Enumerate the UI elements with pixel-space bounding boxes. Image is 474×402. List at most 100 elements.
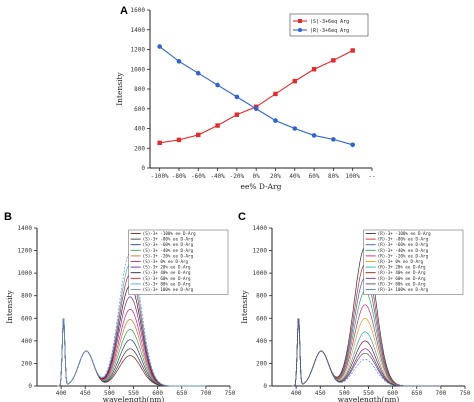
data-point-a-r [311, 133, 317, 138]
y-tick-label-b: 600 [21, 315, 32, 322]
legend-label-b: (S)-3+ 80% ee D-Arg [143, 281, 191, 286]
legend-label-b: (S)-3+ -40% ee D-Arg [143, 248, 194, 253]
y-tick-label-a: 800 [134, 86, 145, 93]
x-tick-label-b: 600 [152, 390, 163, 397]
series-line-a-0 [159, 49, 353, 144]
x-tick-label-a: 60% [309, 173, 320, 180]
x-tick-label-c: 700 [435, 390, 446, 397]
data-point-a-r [292, 126, 298, 131]
y-tick-label-a: 1200 [131, 47, 146, 54]
legend-marker-a [298, 28, 302, 32]
data-point-a-r [331, 137, 336, 142]
data-point-a-r [253, 106, 259, 112]
y-tick-label-b: 1200 [18, 248, 33, 255]
x-tick-label-a: 20% [270, 173, 281, 180]
spectrum-line-b-0 [57, 318, 206, 387]
x-tick-label-a: 80% [328, 173, 339, 180]
legend-label-b: (S)-3+ 100% ee D-Arg [143, 287, 194, 292]
legend-box-b [128, 229, 229, 295]
y-tick-label-b: 0 [28, 383, 32, 390]
data-point-a-r [350, 142, 355, 148]
legend-label-b: (S)-3+ 20% ee D-Arg [143, 265, 191, 270]
y-tick-label-c: 600 [256, 315, 267, 322]
x-tick-label-a: -80% [172, 173, 187, 180]
x-tick-label-c: 400 [291, 390, 302, 397]
x-tick-label-b: 500 [104, 390, 115, 397]
x-tick-label-b: 550 [128, 390, 139, 397]
legend-label-b: (S)-3+ -60% ee D-Arg [143, 242, 194, 247]
spectrum-line-b-2 [57, 318, 206, 387]
data-point-a-r [215, 82, 220, 88]
y-tick-label-c: 0 [263, 383, 267, 390]
y-tick-label-c: 1400 [253, 225, 268, 232]
data-point-a-s [311, 67, 317, 72]
data-point-a-s [176, 137, 182, 143]
spectrum-line-c-7 [292, 318, 441, 387]
legend-marker-a [298, 19, 302, 23]
data-point-a-s [350, 48, 355, 53]
y-tick-label-b: 1000 [18, 270, 33, 277]
spectrum-line-c-5 [292, 318, 441, 387]
data-point-a-s [234, 112, 240, 117]
spectrum-line-c-9 [292, 318, 441, 387]
legend-label-b: (S)-3+ -100% ee D-Arg [143, 231, 196, 236]
x-tick-label-b: 450 [80, 390, 91, 397]
data-point-a-r [195, 70, 201, 76]
y-tick-label-a: 1000 [131, 66, 146, 73]
x-tick-label-c: 600 [387, 390, 398, 397]
x-tick-label-a: -40% [210, 173, 225, 180]
y-tick-label-c: 1200 [253, 248, 268, 255]
y-tick-label-a: 400 [134, 126, 145, 133]
y-tick-label-c: 400 [256, 338, 267, 345]
spectrum-line-b-1 [57, 318, 206, 387]
legend-label-c: (R)-3+ -20% ee D-Arg [378, 253, 429, 258]
legend-label-c: (R)-3+ -60% ee D-Arg [378, 242, 429, 247]
x-tick-label-b: 750 [225, 390, 236, 397]
data-point-a-r [273, 118, 278, 123]
x-tick-label-c: 750 [460, 390, 471, 397]
y-tick-label-c: 800 [256, 293, 267, 300]
legend-label-a: (R)-3+6eq Arg [310, 28, 349, 34]
legend-box-a [289, 13, 369, 37]
y-tick-label-a: 1600 [131, 7, 146, 14]
data-point-a-s [273, 91, 278, 97]
legend-box-c [363, 229, 464, 295]
spectrum-line-c-10 [292, 318, 441, 387]
spectrum-line-c-4 [292, 304, 441, 387]
legend-label-c: (R)-3+ 60% ee D-Arg [378, 276, 426, 281]
x-tick-label-c: 550 [363, 390, 374, 397]
legend-label-c: (R)-3+ -100% ee D-Arg [378, 231, 431, 236]
legend-label-c: (R)-3+ 20% ee D-Arg [378, 265, 426, 270]
data-point-a-s [157, 140, 162, 146]
panel-label-c: C [238, 211, 246, 223]
x-axis-title-c: wavelength(nm) [338, 395, 400, 402]
spectrum-line-b-3 [57, 318, 206, 387]
legend-label-c: (R)-3+ 40% ee D-Arg [378, 270, 426, 275]
x-tick-label-a: 0% [253, 173, 261, 180]
y-tick-label-a: 200 [134, 145, 145, 152]
x-tick-label-b: 400 [56, 390, 67, 397]
y-axis-title-a: Intensity [115, 71, 124, 105]
x-tick-label-c: 500 [339, 390, 350, 397]
y-axis-title-c: Intensity [240, 289, 249, 323]
legend-label-c: (R)-3+ -80% ee D-Arg [378, 237, 429, 242]
y-tick-label-b: 400 [21, 338, 32, 345]
panel-label-a: A [120, 5, 128, 17]
y-tick-label-a: 0 [141, 165, 145, 172]
y-tick-label-c: 1000 [253, 270, 268, 277]
legend-label-b: (S)-3+ -80% ee D-Arg [143, 237, 194, 242]
x-axis-title-a: ee% D-Arg [241, 182, 282, 191]
y-tick-label-a: 600 [134, 106, 145, 113]
spectrum-line-c-8 [292, 318, 441, 387]
x-tick-label-a: 40% [289, 173, 300, 180]
data-point-a-s [292, 78, 297, 84]
data-point-a-s [331, 58, 336, 63]
spectrum-line-b-5 [57, 308, 206, 387]
legend-label-c: (R)-3+ 0% ee D-Arg [378, 259, 424, 264]
x-axis-title-b: wavelength(nm) [103, 395, 165, 402]
legend-label-b: (S)-3+ 0% ee D-Arg [143, 259, 189, 264]
panel-label-b: B [4, 211, 12, 223]
data-point-a-r [234, 94, 240, 100]
y-tick-label-c: 200 [256, 360, 267, 367]
